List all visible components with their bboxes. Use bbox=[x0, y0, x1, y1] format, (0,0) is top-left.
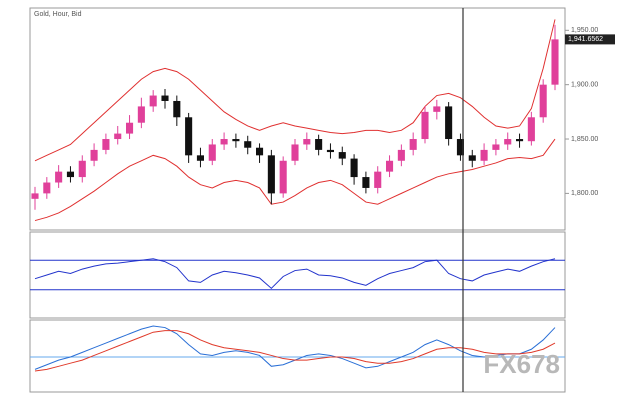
candle-body bbox=[409, 139, 417, 150]
candle-body bbox=[445, 106, 453, 140]
y-tick-label: 1,900.00 bbox=[571, 82, 598, 89]
y-tick-label: 1,950.00 bbox=[571, 27, 598, 34]
price-label: 1,941.6562 bbox=[568, 36, 603, 43]
y-tick-label: 1,800.00 bbox=[571, 190, 598, 197]
candle-body bbox=[208, 144, 216, 161]
chart-title: Gold, Hour, Bid bbox=[34, 11, 82, 18]
candle-body bbox=[421, 111, 429, 140]
candle-body bbox=[90, 149, 98, 161]
candle-body bbox=[350, 158, 358, 178]
candle-body bbox=[374, 171, 382, 188]
candle-body bbox=[114, 133, 122, 140]
indicator-line bbox=[34, 330, 556, 372]
candle-body bbox=[220, 139, 228, 145]
candle-body bbox=[244, 141, 252, 148]
candle-body bbox=[386, 160, 394, 172]
candle-body bbox=[504, 139, 512, 145]
candle-body bbox=[256, 147, 264, 156]
indicator-line bbox=[34, 19, 556, 162]
candle-body bbox=[291, 144, 299, 161]
candle-body bbox=[66, 171, 74, 178]
price-marker bbox=[565, 34, 615, 45]
candle-body bbox=[31, 193, 39, 199]
candle-body bbox=[303, 139, 311, 145]
candle-body bbox=[315, 139, 323, 150]
candle-body bbox=[126, 122, 134, 134]
candle-body bbox=[492, 144, 500, 150]
candle-body bbox=[468, 155, 476, 161]
rsi-panel bbox=[29, 231, 566, 319]
candle-body bbox=[173, 100, 181, 118]
watermark: FX678 bbox=[483, 349, 560, 379]
candle-body bbox=[539, 84, 547, 118]
candle-body bbox=[196, 155, 204, 161]
indicator-line bbox=[34, 138, 556, 222]
candle-body bbox=[456, 139, 464, 156]
y-tick-label: 1,850.00 bbox=[571, 136, 598, 143]
candle-body bbox=[149, 95, 157, 107]
candle-body bbox=[185, 117, 193, 156]
candle-body bbox=[527, 117, 535, 142]
candle-body bbox=[480, 149, 488, 161]
candle-body bbox=[397, 149, 405, 161]
candle-body bbox=[43, 182, 51, 194]
candle-body bbox=[326, 149, 334, 153]
candle-body bbox=[161, 95, 169, 101]
price-panel bbox=[29, 7, 566, 231]
candle-body bbox=[232, 139, 240, 142]
candle-body bbox=[137, 106, 145, 123]
candle-body bbox=[267, 155, 275, 194]
candle-body bbox=[551, 39, 559, 85]
candle-body bbox=[516, 139, 524, 142]
candle-body bbox=[78, 160, 86, 178]
candle-body bbox=[362, 177, 370, 188]
candle-body bbox=[55, 171, 63, 183]
candle-body bbox=[279, 160, 287, 194]
plot-area: 1,800.00 1,850.00 1,900.00 1,950.00 1,941.65… bbox=[30, 19, 615, 372]
candle-body bbox=[433, 106, 441, 112]
indicator-line bbox=[34, 258, 556, 290]
candle-body bbox=[102, 139, 110, 150]
candle-body bbox=[338, 152, 346, 159]
